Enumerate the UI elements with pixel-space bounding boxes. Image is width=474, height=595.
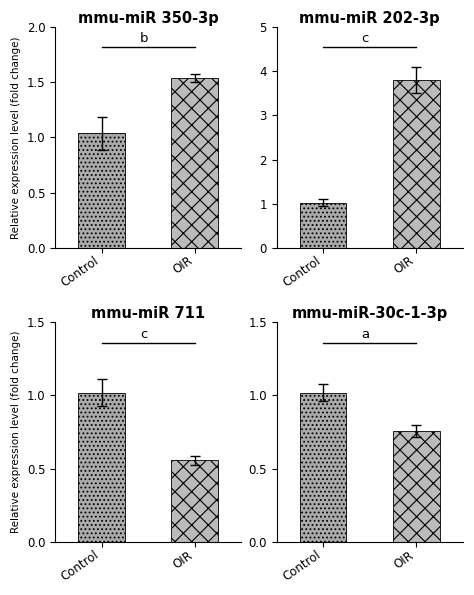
Bar (78, 393, 125, 543)
Title: mmu-miR-30c-1-3p: mmu-miR-30c-1-3p (292, 306, 448, 321)
Bar (300, 393, 346, 543)
Title: mmu-miR 350-3p: mmu-miR 350-3p (78, 11, 219, 26)
Bar (172, 78, 218, 248)
Bar (300, 203, 346, 248)
Text: c: c (361, 32, 369, 45)
Bar (393, 80, 439, 248)
Y-axis label: Relative expression level (fold change): Relative expression level (fold change) (11, 36, 21, 239)
Y-axis label: Relative expression level (fold change): Relative expression level (fold change) (11, 331, 21, 534)
Text: c: c (140, 328, 147, 341)
Bar (393, 431, 439, 543)
Bar (172, 460, 218, 543)
Text: b: b (139, 32, 148, 45)
Bar (78, 133, 125, 248)
Title: mmu-miR 202-3p: mmu-miR 202-3p (300, 11, 440, 26)
Title: mmu-miR 711: mmu-miR 711 (91, 306, 205, 321)
Text: a: a (361, 328, 369, 341)
